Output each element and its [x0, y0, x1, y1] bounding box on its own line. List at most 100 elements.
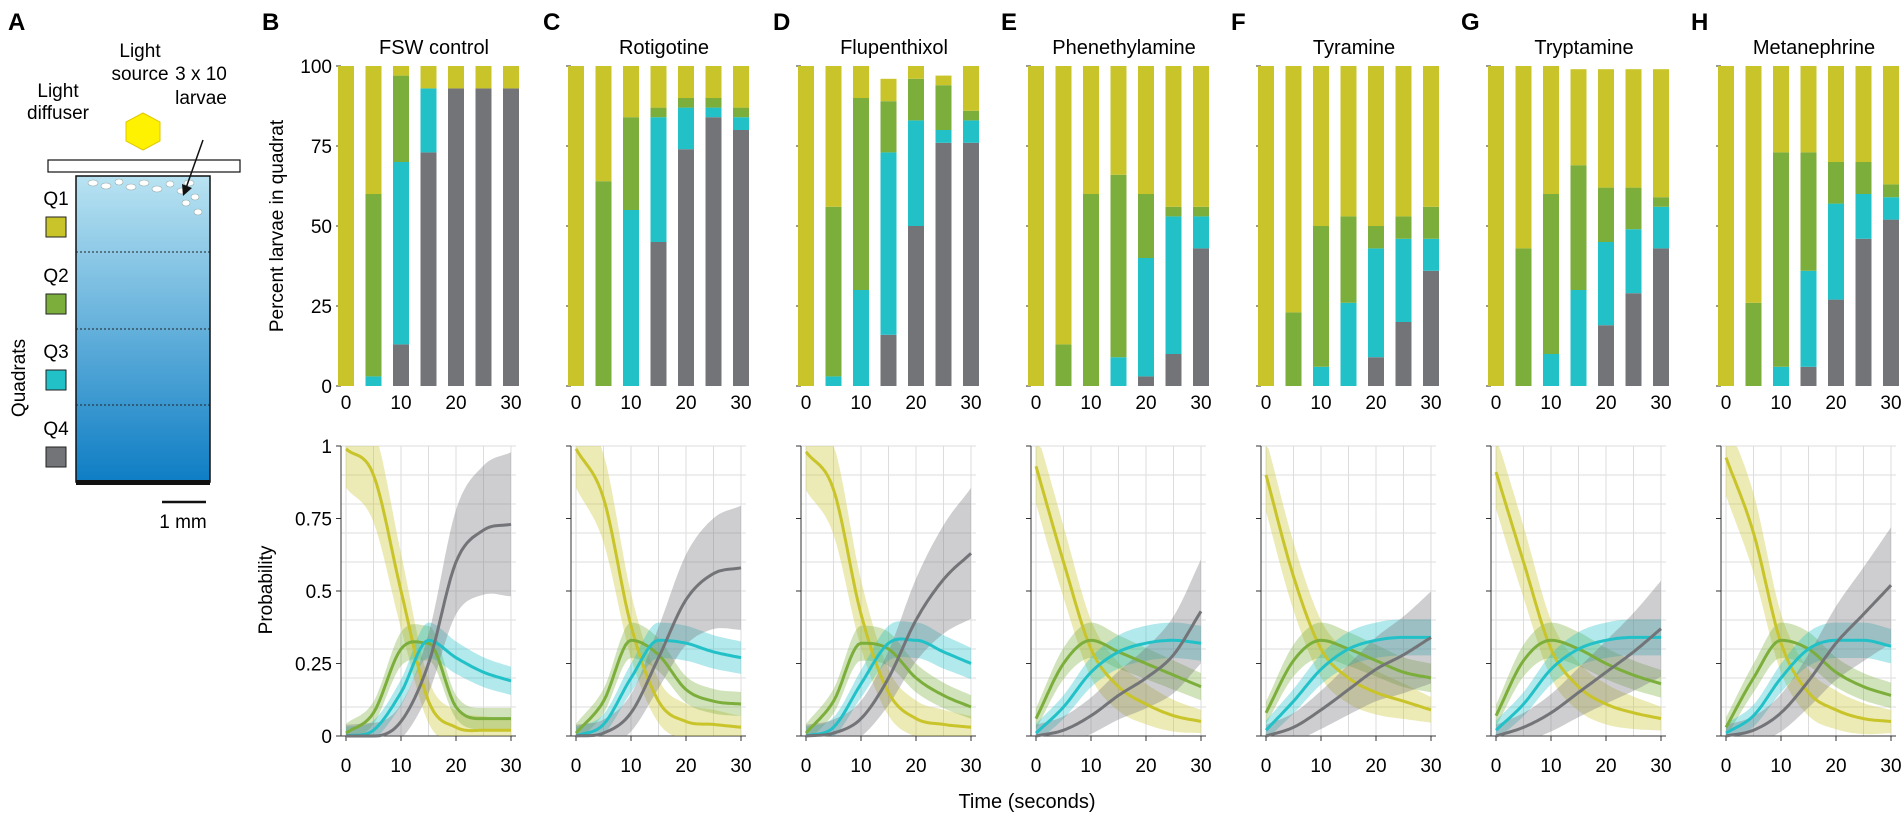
- x-tick-label: 10: [390, 393, 411, 414]
- x-tick-label: 10: [1080, 756, 1101, 777]
- x-tick-label: 0: [1721, 393, 1732, 414]
- tank-base: [76, 480, 210, 485]
- bar-segment-q3: [1800, 270, 1817, 367]
- bar-segment-q3: [1828, 203, 1844, 300]
- confidence-band-q1: [806, 446, 971, 736]
- probability-curve-q3: [1725, 638, 1892, 735]
- x-tick-label: 0: [571, 393, 582, 414]
- probability-chart: 0 10 20 30: [1486, 445, 1672, 777]
- bar-segment-q1: [798, 66, 814, 386]
- confidence-band-q1: [1496, 446, 1661, 731]
- bar-segment-q4: [650, 242, 667, 386]
- bar-segment-q3: [1855, 194, 1872, 239]
- bar-segment-q3: [880, 152, 897, 335]
- bar-segment-q4: [420, 152, 437, 386]
- x-tick-label: 30: [1420, 393, 1441, 414]
- confidence-band-q1: [1266, 446, 1431, 723]
- larvae-pointer-arrow: [185, 139, 204, 189]
- quadrat-label-q4: Q4: [43, 419, 69, 440]
- bar-segment-q1: [448, 66, 464, 89]
- confidence-band-q1: [1726, 446, 1891, 735]
- bar-segment-q3: [1110, 357, 1127, 386]
- quadrat-label-q2: Q2: [43, 266, 68, 287]
- bar-segment-q3: [1883, 197, 1899, 220]
- panel-letter-h: H: [1691, 9, 1708, 36]
- confidence-band-q3: [1726, 622, 1891, 736]
- bar-segment-q3: [1313, 366, 1329, 386]
- confidence-band-q1: [1036, 446, 1201, 734]
- panel-letter-g: G: [1461, 9, 1480, 36]
- panel-h: H Metanephrine 0 10 20 30 0 10 20 30: [1691, 9, 1902, 777]
- x-tick-label: 10: [1770, 393, 1791, 414]
- bar-segment-q4: [448, 88, 464, 387]
- bar-segment-q4: [1395, 322, 1412, 386]
- y-tick-label: 100: [300, 57, 332, 78]
- y-tick-label: 0: [321, 727, 332, 748]
- y-tick-label: 1: [321, 437, 332, 458]
- bar-segment-q2: [1883, 184, 1899, 198]
- stacked-bar-chart: 0 10 20 30: [796, 65, 982, 414]
- bar-segment-q4: [1423, 270, 1439, 386]
- bar-segment-q2: [935, 85, 952, 130]
- panel-letter-c: C: [543, 9, 560, 36]
- bar-segment-q1: [1515, 66, 1532, 249]
- probability-curve-q1: [345, 447, 511, 733]
- x-tick-label: 30: [1880, 756, 1901, 777]
- probability-curve-q4: [346, 522, 512, 738]
- bar-segment-q2: [1855, 162, 1872, 194]
- bar-segment-q4: [1138, 376, 1154, 386]
- bar-segment-q1: [568, 66, 584, 386]
- x-tick-label: 10: [390, 756, 411, 777]
- probability-curve-q3: [345, 638, 512, 738]
- bar-segment-q2: [1193, 206, 1209, 217]
- bar-segment-q2: [365, 194, 382, 377]
- bar-segment-q2: [393, 75, 409, 162]
- x-tick-label: 10: [1310, 393, 1331, 414]
- bar-segment-q2: [595, 181, 612, 386]
- bar-segment-q3: [678, 107, 694, 150]
- bar-segment-q4: [733, 130, 749, 386]
- bar-segment-q3: [1138, 258, 1154, 377]
- quadrats-label: Quadrats: [9, 339, 30, 417]
- probability-curve-q3: [1264, 635, 1431, 732]
- bar-segment-q3: [705, 107, 722, 118]
- panel-title: Tyramine: [1313, 37, 1395, 59]
- bar-segment-q3: [1653, 206, 1669, 249]
- x-tick-label: 20: [905, 756, 926, 777]
- x-tick-label: 20: [1595, 756, 1616, 777]
- confidence-band-q2: [346, 624, 511, 736]
- x-tick-label: 20: [1135, 393, 1156, 414]
- bar-segment-q1: [420, 66, 437, 89]
- bar-segment-q3: [1165, 216, 1182, 354]
- bar-segment-q3: [1395, 238, 1412, 322]
- bar-segment-q2: [1340, 216, 1357, 303]
- bar-segment-q1: [1028, 66, 1044, 386]
- x-tick-label: 20: [1365, 756, 1386, 777]
- panel-letter-d: D: [773, 9, 790, 36]
- x-tick-label: 0: [341, 756, 352, 777]
- bar-segment-q2: [650, 107, 667, 118]
- bar-segment-q2: [963, 110, 979, 121]
- bar-segment-q1: [1718, 66, 1734, 386]
- x-tick-label: 0: [1261, 756, 1272, 777]
- x-tick-label: 20: [445, 756, 466, 777]
- confidence-band-q2: [1496, 622, 1661, 727]
- stacked-bar-chart: 0 10 20 30: [1026, 65, 1212, 414]
- bar-segment-q4: [1828, 299, 1844, 386]
- bar-segment-q1: [1855, 66, 1872, 162]
- confidence-band-q3: [576, 622, 741, 736]
- stacked-bar-chart: Percent larvae in quadrat 0 25 50 75 100 0 10 20…: [267, 57, 522, 414]
- bar-segment-q1: [908, 66, 924, 79]
- bar-segment-q4: [880, 334, 897, 386]
- bar-segment-q4: [1800, 366, 1817, 386]
- bar-segment-q4: [705, 117, 722, 386]
- probability-curve-q4: [1265, 636, 1432, 738]
- bar-segment-q3: [1570, 290, 1587, 386]
- x-tick-label: 20: [675, 393, 696, 414]
- x-tick-label: 30: [1190, 393, 1211, 414]
- probability-curve-q2: [345, 640, 511, 735]
- bar-segment-q2: [1313, 226, 1329, 367]
- bar-segment-q3: [733, 117, 749, 130]
- y-tick-label: 50: [311, 217, 332, 238]
- bar-segment-q1: [1285, 66, 1302, 313]
